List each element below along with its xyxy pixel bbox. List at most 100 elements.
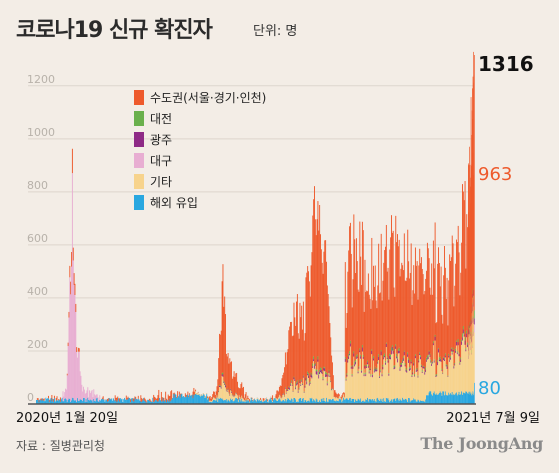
bar-segment: [399, 398, 401, 404]
bar-segment: [436, 376, 438, 394]
bar-segment: [212, 401, 214, 404]
bar-segment: [242, 387, 244, 398]
bar-segment: [164, 400, 166, 402]
bar-segment: [353, 351, 355, 354]
bar-segment: [221, 281, 223, 373]
bar-segment: [224, 296, 226, 383]
bar-segment: [390, 400, 392, 404]
bar-segment: [259, 399, 261, 400]
bar-segment: [300, 385, 302, 398]
bar-segment: [202, 393, 204, 395]
bar-segment: [242, 401, 244, 404]
bar-segment: [356, 354, 358, 357]
bar-segment: [421, 400, 423, 404]
legend-label: 기타: [150, 175, 172, 189]
bar-segment: [442, 373, 444, 375]
bar-segment: [453, 393, 455, 404]
bar-segment: [344, 361, 346, 400]
bar-segment: [367, 397, 369, 404]
bar-segment: [352, 365, 354, 367]
bar-segment: [317, 201, 319, 357]
bar-segment: [451, 351, 453, 354]
bar-segment: [456, 341, 457, 346]
bar-segment: [212, 399, 214, 402]
bar-segment: [374, 265, 376, 367]
bar-segment: [437, 263, 439, 361]
bar-segment: [307, 373, 309, 376]
bar-segment: [156, 398, 158, 401]
bar-segment: [387, 358, 389, 361]
bar-segment: [179, 397, 181, 404]
bar-segment: [433, 360, 435, 363]
bar-segment: [89, 400, 90, 404]
bar-segment: [98, 401, 100, 404]
bar-segment: [281, 378, 283, 397]
bar-segment: [293, 379, 295, 398]
bar-segment: [355, 399, 357, 404]
bar-segment: [328, 369, 330, 372]
bar-segment: [84, 401, 86, 404]
bar-segment: [336, 397, 338, 401]
bar-segment: [349, 355, 351, 399]
bar-segment: [414, 354, 416, 357]
bar-segment: [303, 391, 305, 393]
bar-segment: [233, 395, 235, 397]
bar-segment: [279, 396, 281, 400]
bar-segment: [306, 272, 308, 380]
bar-segment: [56, 396, 58, 400]
bar-segment: [88, 399, 90, 404]
bar-segment: [83, 397, 85, 404]
bar-segment: [201, 395, 203, 396]
legend-swatch: [134, 195, 144, 210]
bar-segment: [197, 394, 199, 404]
bar-segment: [426, 395, 428, 404]
bar-segment: [341, 395, 343, 400]
bar-segment: [377, 363, 379, 398]
bar-segment: [295, 386, 297, 388]
bar-segment: [361, 284, 363, 370]
bar-segment: [316, 369, 318, 372]
bar-segment: [426, 355, 428, 359]
bar-segment: [291, 385, 293, 386]
bar-segment: [394, 366, 396, 369]
bar-segment: [352, 368, 354, 399]
bar-segment: [389, 249, 391, 354]
bar-segment: [290, 381, 292, 383]
bar-segment: [227, 399, 229, 404]
bar-segment: [361, 344, 363, 348]
bar-segment: [140, 395, 142, 402]
bar-segment: [341, 399, 343, 403]
bar-segment: [361, 370, 363, 373]
bar-segment: [453, 306, 455, 366]
bar-segment: [330, 380, 332, 382]
bar-segment: [406, 370, 408, 373]
bar-segment: [449, 254, 451, 360]
bar-segment: [283, 393, 285, 395]
bar-segment: [293, 302, 295, 377]
bar-segment: [346, 398, 348, 404]
bar-segment: [398, 400, 400, 404]
bar-segment: [190, 395, 192, 404]
bar-segment: [392, 230, 394, 349]
bar-segment: [183, 396, 185, 404]
bar-segment: [463, 334, 465, 337]
bar-segment: [231, 395, 233, 399]
bar-segment: [357, 373, 359, 399]
bar-segment: [238, 397, 240, 404]
bar-segment: [367, 401, 369, 404]
bar-segment: [139, 400, 141, 404]
bar-segment: [429, 391, 431, 404]
bar-segment: [349, 222, 351, 341]
bar-segment: [391, 350, 393, 402]
bar-segment: [400, 363, 402, 365]
bar-segment: [62, 391, 64, 402]
bar-segment: [464, 344, 466, 394]
bar-segment: [448, 357, 450, 393]
bar-segment: [454, 285, 456, 364]
bar-segment: [379, 292, 381, 370]
bar-segment: [447, 376, 449, 396]
bar-segment: [214, 394, 216, 399]
bar-segment: [424, 402, 426, 404]
bar-segment: [247, 395, 249, 399]
bar-segment: [463, 392, 465, 404]
